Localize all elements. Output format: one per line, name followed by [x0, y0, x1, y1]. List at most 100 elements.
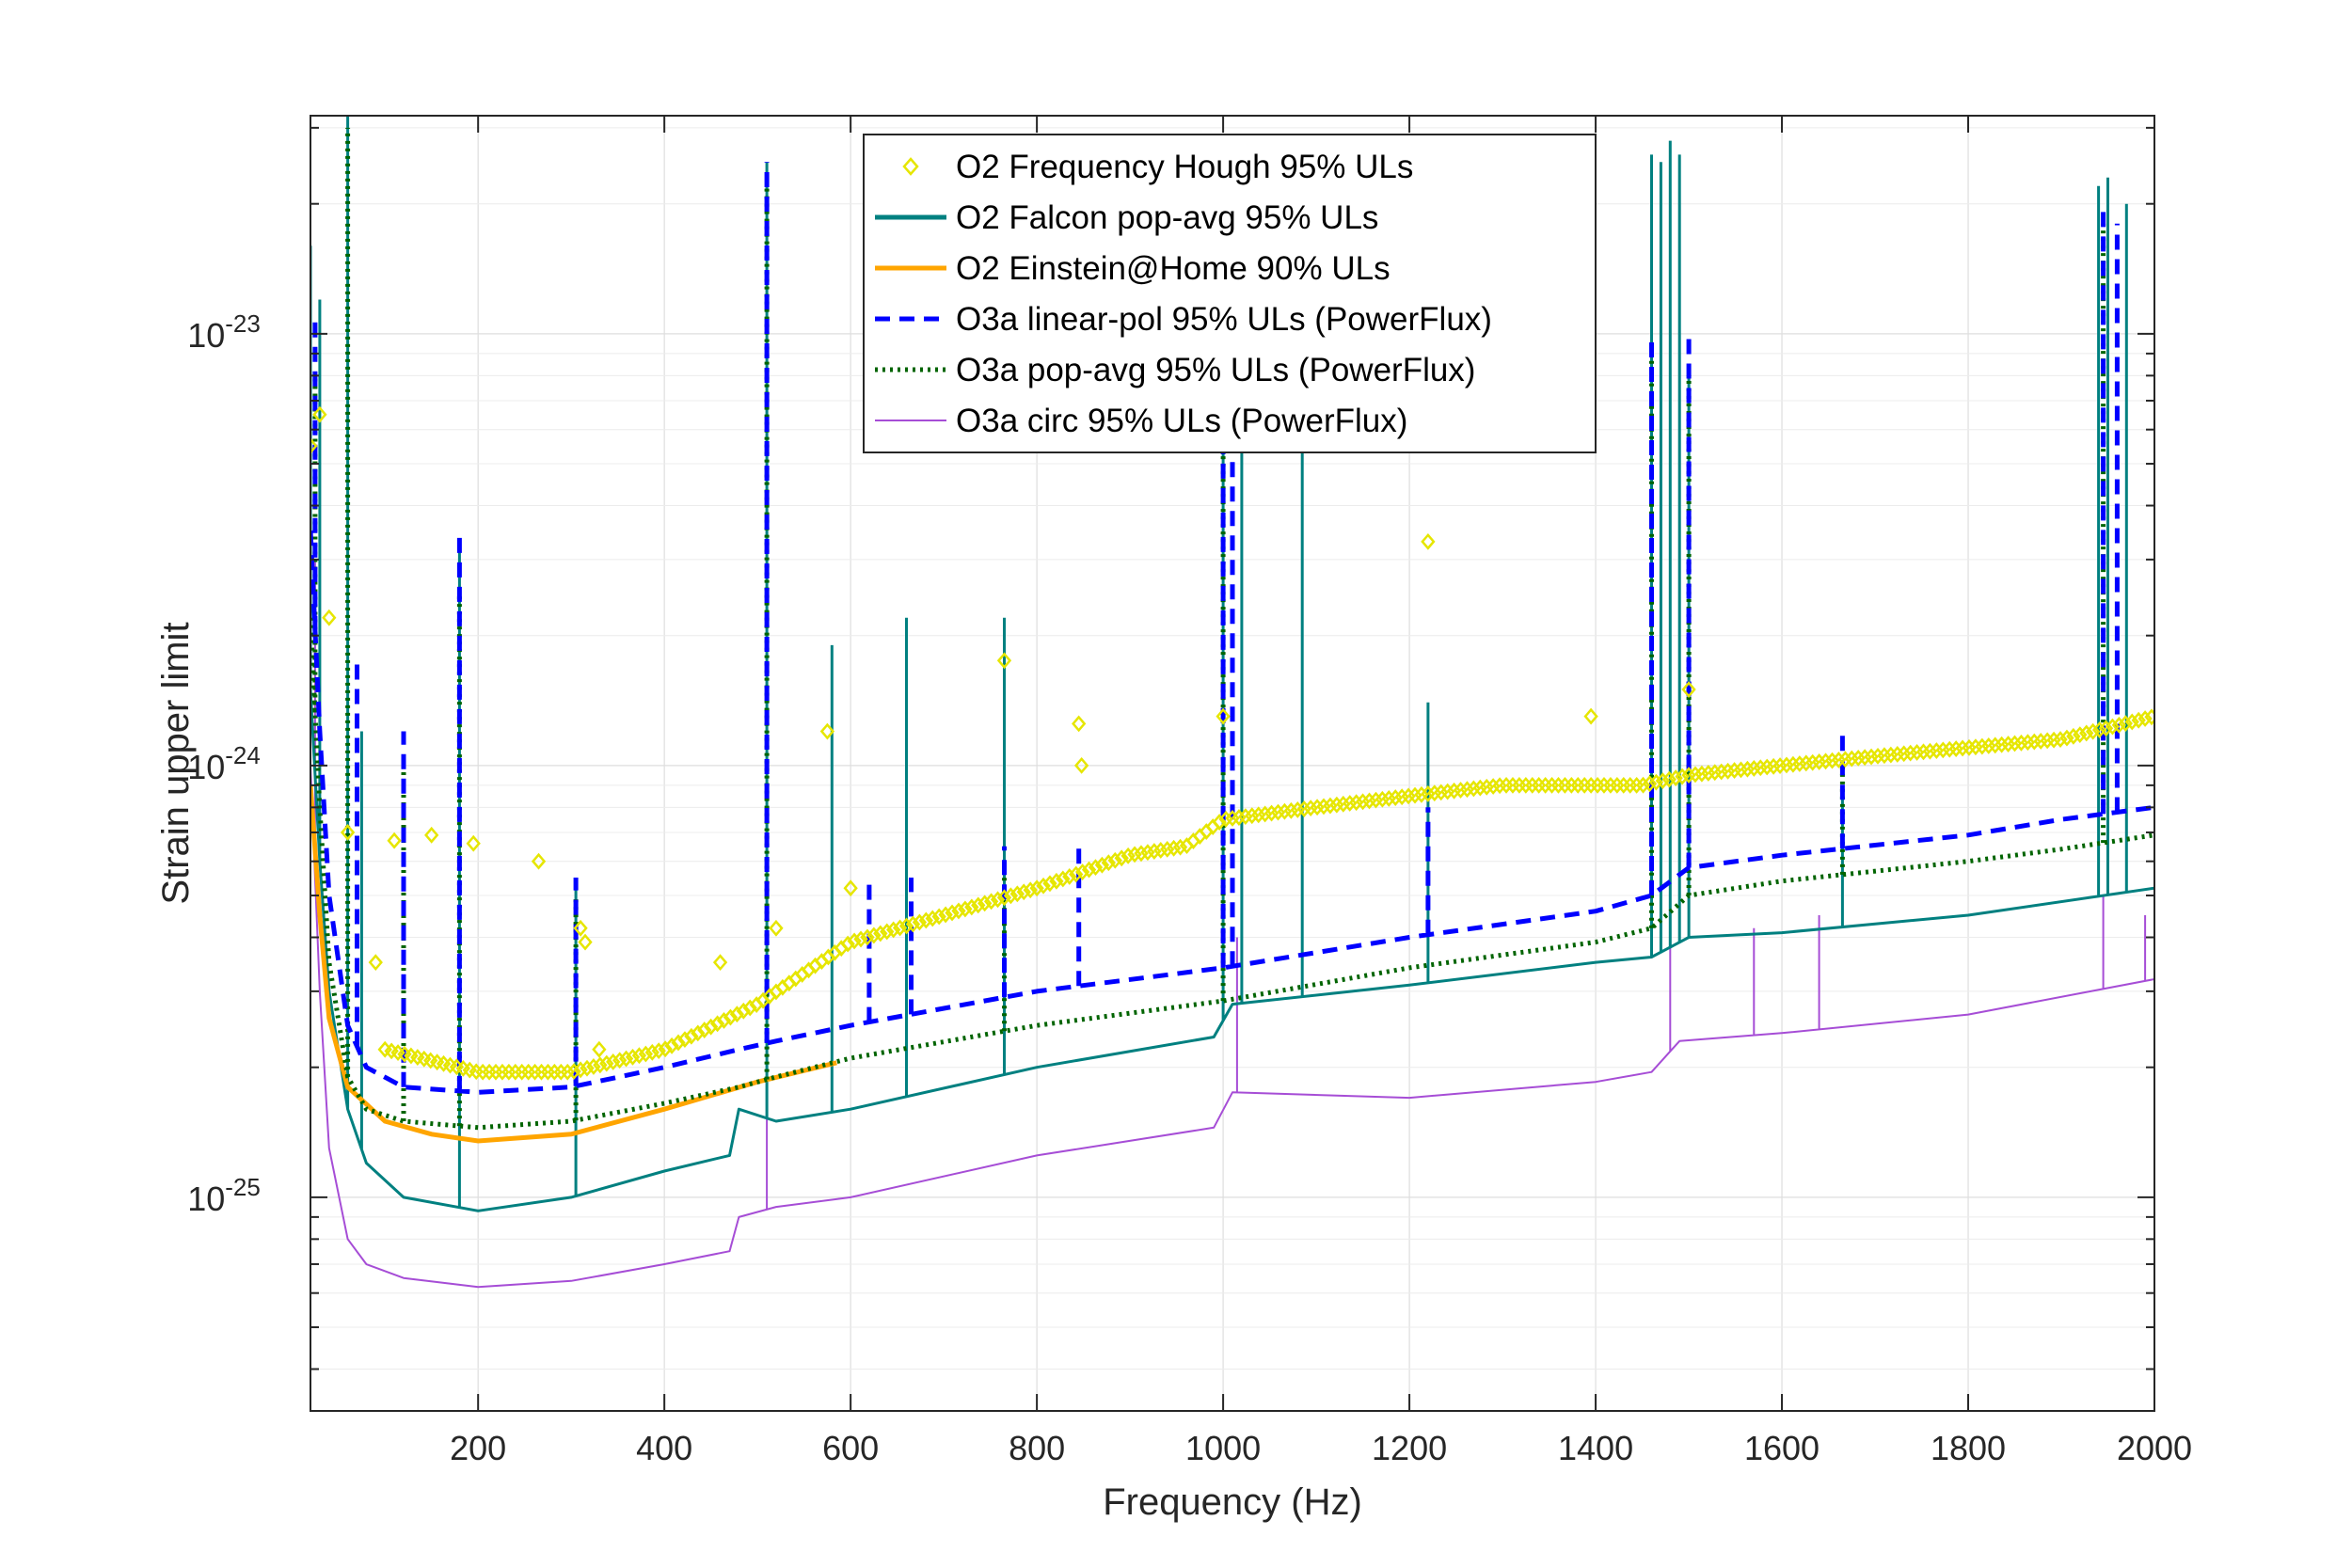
hough-marker-trend-149 [1349, 794, 1364, 812]
hough-marker-trend-137 [1270, 803, 1286, 821]
series-2-line [310, 784, 837, 1144]
hough-marker-trend-215 [1779, 756, 1794, 774]
hough-marker-trend-265 [2105, 718, 2121, 736]
legend-entry-3: O3a linear-pol 95% ULs (PowerFlux) [875, 301, 1492, 338]
x-tick-label-9: 2000 [2117, 1429, 2192, 1467]
hough-marker-trend-32 [586, 1058, 601, 1075]
hough-marker-11 [592, 1040, 607, 1058]
series-1-line [310, 116, 2154, 1212]
hough-marker-22 [1681, 681, 1696, 698]
hough-marker-trend-164 [1446, 782, 1462, 800]
hough-marker-trend-140 [1290, 800, 1305, 818]
hough-marker-trend-94 [990, 891, 1006, 909]
series-3-line [310, 162, 2154, 1095]
hough-marker-trend-77 [880, 923, 895, 941]
legend-label-4: O3a pop-avg 95% ULs (PowerFlux) [956, 352, 1475, 388]
hough-marker-trend-146 [1329, 796, 1344, 814]
hough-marker-trend-210 [1746, 760, 1761, 777]
hough-marker-trend-112 [1107, 851, 1122, 869]
hough-marker-trend-135 [1258, 805, 1273, 823]
hough-marker-trend-102 [1042, 875, 1057, 893]
hough-marker-18 [1073, 756, 1089, 774]
hough-marker-trend-84 [925, 910, 940, 927]
legend-entry-2: O2 Einstein@Home 90% ULs [875, 250, 1391, 287]
legend-label-1: O2 Falcon pop-avg 95% ULs [956, 199, 1378, 236]
hough-marker-trend-89 [958, 900, 973, 918]
x-tick-label-5: 1200 [1372, 1429, 1447, 1467]
hough-marker-trend-145 [1323, 797, 1338, 815]
hough-marker-trend-224 [1837, 751, 1852, 768]
hough-marker-2 [322, 609, 337, 626]
hough-marker-9 [573, 919, 588, 937]
hough-marker-trend-266 [2111, 716, 2127, 734]
hough-marker-5 [387, 832, 402, 849]
hough-marker-trend-263 [2091, 721, 2107, 738]
hough-marker-trend-154 [1381, 789, 1396, 807]
hough-marker-trend-267 [2118, 715, 2133, 733]
hough-marker-trend-108 [1081, 861, 1097, 879]
hough-marker-trend-151 [1361, 792, 1377, 810]
hough-marker-trend-216 [1786, 755, 1801, 773]
x-tick-label-3: 800 [1009, 1429, 1065, 1467]
hough-marker-trend-214 [1772, 757, 1788, 774]
hough-marker-trend-153 [1375, 790, 1391, 808]
hough-marker-trend-147 [1336, 795, 1351, 813]
hough-marker-trend-55 [736, 1002, 751, 1020]
hough-marker-trend-166 [1459, 781, 1475, 799]
hough-marker-trend-205 [1714, 763, 1729, 781]
hough-marker-trend-78 [886, 921, 901, 939]
hough-marker-1 [312, 405, 327, 423]
hough-marker-trend-74 [860, 928, 875, 946]
hough-marker-trend-226 [1851, 749, 1866, 767]
hough-marker-trend-105 [1062, 868, 1077, 885]
hough-marker-trend-50 [704, 1018, 719, 1036]
hough-marker-trend-269 [2131, 711, 2146, 729]
hough-marker-trend-87 [945, 904, 960, 922]
hough-marker-trend-76 [873, 925, 888, 942]
hough-marker-trend-49 [697, 1022, 712, 1038]
hough-marker-trend-161 [1427, 784, 1442, 802]
hough-marker-trend-81 [905, 915, 921, 933]
hough-marker-trend-169 [1479, 778, 1494, 796]
hough-marker-trend-168 [1472, 779, 1487, 797]
x-tick-label-2: 600 [822, 1429, 879, 1467]
hough-marker-trend-85 [931, 908, 946, 926]
hough-marker-trend-38 [625, 1048, 641, 1066]
hough-marker-trend-209 [1740, 760, 1756, 778]
hough-marker-trend-150 [1355, 793, 1371, 811]
hough-marker-trend-160 [1421, 785, 1436, 802]
hough-marker-trend-35 [606, 1053, 621, 1070]
hough-marker-trend-157 [1401, 787, 1416, 805]
hough-marker-trend-93 [983, 893, 999, 911]
hough-marker-trend-225 [1844, 750, 1859, 768]
hough-marker-trend-201 [1688, 766, 1703, 784]
hough-marker-trend-143 [1310, 799, 1325, 816]
hough-marker-trend-227 [1857, 749, 1872, 767]
hough-marker-trend-51 [709, 1015, 725, 1033]
series-group [310, 116, 2154, 1289]
legend-swatch-0 [902, 157, 919, 176]
hough-marker-trend-33 [593, 1056, 608, 1074]
y-tick-exponent: -24 [225, 741, 261, 769]
legend-entry-0: O2 Frequency Hough 95% ULs [902, 149, 1413, 185]
hough-marker-0 [310, 437, 318, 454]
hough-marker-trend-52 [716, 1011, 732, 1029]
x-axis-label: Frequency (Hz) [1103, 1481, 1362, 1523]
hough-marker-trend-80 [898, 917, 914, 935]
hough-marker-15 [843, 879, 858, 897]
hough-marker-6 [424, 826, 439, 844]
hough-marker-trend-207 [1726, 762, 1742, 779]
y-tick-base: 10 [187, 1180, 225, 1218]
x-tick-label-4: 1000 [1185, 1429, 1261, 1467]
hough-marker-trend-113 [1114, 849, 1129, 867]
hough-marker-trend-71 [840, 935, 855, 953]
hough-marker-trend-134 [1251, 806, 1266, 824]
hough-marker-21 [1583, 707, 1598, 725]
hough-marker-trend-208 [1733, 761, 1749, 779]
hough-marker-trend-132 [1238, 808, 1253, 826]
hough-marker-trend-262 [2086, 722, 2101, 740]
y-tick-label-0: 10-25 [187, 1173, 261, 1218]
x-tick-label-1: 400 [636, 1429, 692, 1467]
x-tick-label-0: 200 [450, 1429, 506, 1467]
